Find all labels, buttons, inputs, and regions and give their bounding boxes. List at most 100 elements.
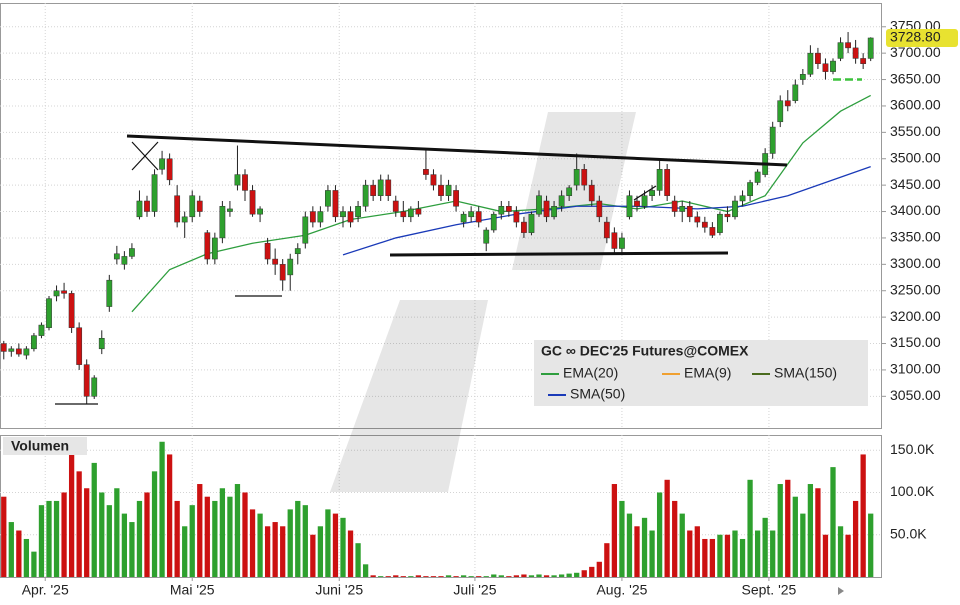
trend-line (126, 134, 788, 167)
candle-body (626, 195, 633, 218)
x-tick-label: Juli '25 (453, 582, 496, 598)
x-tick-label: Sept. '25 (742, 582, 797, 598)
y-tick-label: 3650.00 (890, 70, 941, 86)
volume-bar (400, 576, 406, 577)
candle-body (845, 42, 851, 49)
candle-body (272, 258, 279, 265)
x-tick-label: Juni '25 (315, 582, 363, 598)
volume-bar (438, 576, 444, 577)
volume-bar (99, 492, 105, 577)
volume-bar (174, 500, 180, 577)
candle-body (264, 242, 271, 260)
volume-bar (317, 526, 324, 577)
volume-bar (362, 564, 369, 577)
candle-body (596, 200, 603, 218)
candle-body (332, 190, 339, 218)
volume-bar (581, 570, 587, 577)
volume-title-box (3, 437, 87, 455)
candle-body (453, 190, 459, 207)
volume-bar (822, 534, 829, 577)
volume-bar (589, 566, 595, 577)
candle-body (558, 195, 565, 207)
legend-box (534, 340, 868, 406)
candle-body (91, 377, 98, 397)
candle-body (189, 195, 196, 218)
candle-body (302, 216, 309, 244)
scroll-arrow[interactable] (838, 587, 844, 595)
volume-bar (521, 574, 527, 577)
volume-bar (355, 543, 361, 577)
volume-bar (84, 488, 90, 577)
volume-bar (551, 575, 557, 577)
volume-bar (182, 526, 188, 577)
volume-bar (408, 576, 414, 577)
candle-body (400, 211, 407, 218)
volume-bar (212, 500, 218, 577)
volume-bar (830, 467, 836, 577)
candle-body (784, 100, 791, 107)
volume-bar (506, 576, 512, 577)
candle-body (701, 221, 708, 228)
volume-bar (860, 454, 866, 577)
candle-body (68, 293, 75, 328)
candle-body (61, 290, 67, 294)
volume-bar (385, 576, 391, 577)
volume-bar (754, 530, 761, 577)
volume-bar (204, 496, 210, 577)
candle-body (129, 248, 135, 257)
volume-bar (295, 500, 301, 577)
candle-body (279, 264, 286, 281)
candle-body (181, 216, 188, 223)
volume-bar (694, 526, 700, 577)
candle-body (807, 52, 814, 75)
candle-body (370, 184, 377, 196)
axes: 3050.00 3100.00 3150.00 3200.00 3250.00 3300.… (22, 17, 958, 598)
volume-bar (762, 517, 768, 577)
legend-title: GC ∞ DEC'25 Futures@COMEX (541, 343, 749, 359)
volume-bars (1, 441, 874, 577)
markers (55, 141, 657, 405)
candle-body (777, 100, 784, 123)
y-tick-label: 3300.00 (890, 255, 941, 271)
candle-body (792, 84, 799, 101)
candles (0, 32, 874, 405)
last-price-box (886, 28, 958, 47)
candle-body (15, 348, 22, 355)
candle-body (242, 174, 248, 191)
volume-bar (370, 575, 376, 577)
volume-bar (785, 479, 791, 577)
candle-body (588, 184, 595, 202)
candle-body (536, 195, 542, 215)
volume-bar (596, 561, 602, 577)
volume-bar (845, 534, 851, 577)
candle-body (309, 211, 316, 223)
volume-bar (558, 574, 565, 577)
volume-bar (378, 576, 384, 577)
volume-bar (121, 513, 128, 577)
volume-bar (491, 574, 497, 577)
candle-body (159, 158, 165, 170)
candle-body (362, 184, 369, 207)
volume-bar (679, 513, 685, 577)
volume-bar (151, 471, 158, 577)
candle-body (219, 206, 226, 239)
volume-bar (732, 530, 738, 577)
volume-bar (31, 551, 37, 577)
candle-body (799, 74, 806, 80)
candle-body (551, 206, 557, 218)
volume-bar (868, 513, 874, 577)
candle-body (686, 206, 693, 218)
v-tick-label: 150.0K (890, 441, 935, 457)
volume-bar (672, 500, 678, 577)
candle-body (144, 200, 150, 212)
candle-body (38, 324, 45, 336)
v-tick-label: 100.0K (890, 483, 935, 499)
candle-body (830, 60, 836, 72)
candle-body (732, 200, 738, 218)
candle-body (694, 216, 701, 223)
volume-bar (257, 513, 263, 577)
legend-label: SMA(50) (570, 386, 625, 402)
volume-bar (287, 509, 293, 577)
volume-bar (717, 534, 723, 577)
candle-body (392, 200, 399, 212)
